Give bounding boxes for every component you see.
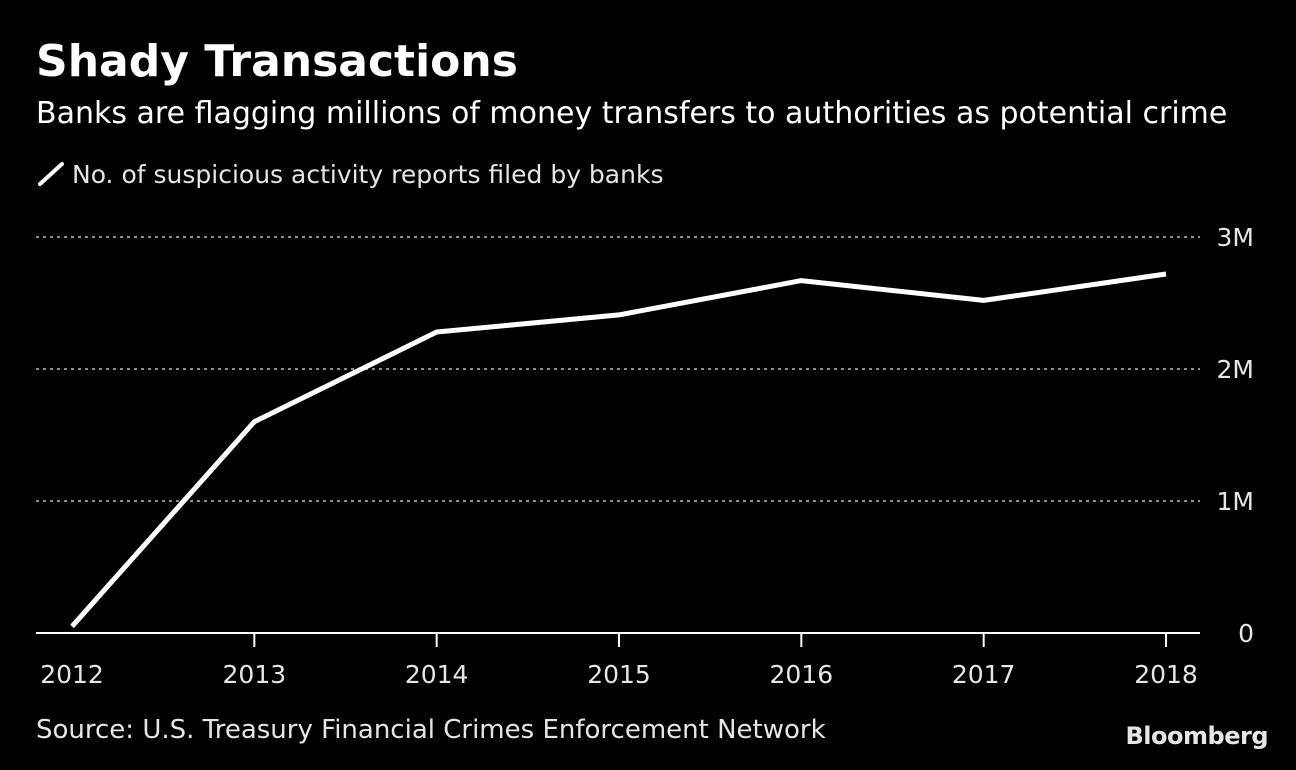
series-layer [70,271,1167,629]
legend-label: No. of suspicious activity reports filed… [72,159,664,189]
y-tick-label: 2M [1217,355,1254,384]
x-tick-label: 2012 [40,660,104,689]
y-tick-label: 3M [1217,223,1254,252]
label-layer: 0 1M 2M 3M 2012 2013 2014 2015 2016 2017 2018 [40,223,1254,689]
grid-layer [36,236,1200,502]
y-tick-label: 1M [1217,487,1254,516]
x-tick-label: 2015 [587,660,651,689]
x-tick-label: 2014 [405,660,469,689]
axis-layer [36,632,1200,647]
bloomberg-logo: Bloomberg [1125,722,1269,750]
chart-subtitle: Banks are flagging millions of money tra… [36,96,1228,131]
series-line [70,271,1167,629]
line-swatch-icon [38,162,64,186]
x-tick-label: 2016 [770,660,834,689]
x-tick-label: 2013 [223,660,287,689]
source-note: Source: U.S. Treasury Financial Crimes E… [36,715,826,745]
x-tick-label: 2018 [1134,660,1198,689]
x-tick-label: 2017 [952,660,1016,689]
y-tick-label: 0 [1238,619,1254,648]
chart-title: Shady Transactions [36,36,518,87]
legend: No. of suspicious activity reports filed… [36,156,663,192]
